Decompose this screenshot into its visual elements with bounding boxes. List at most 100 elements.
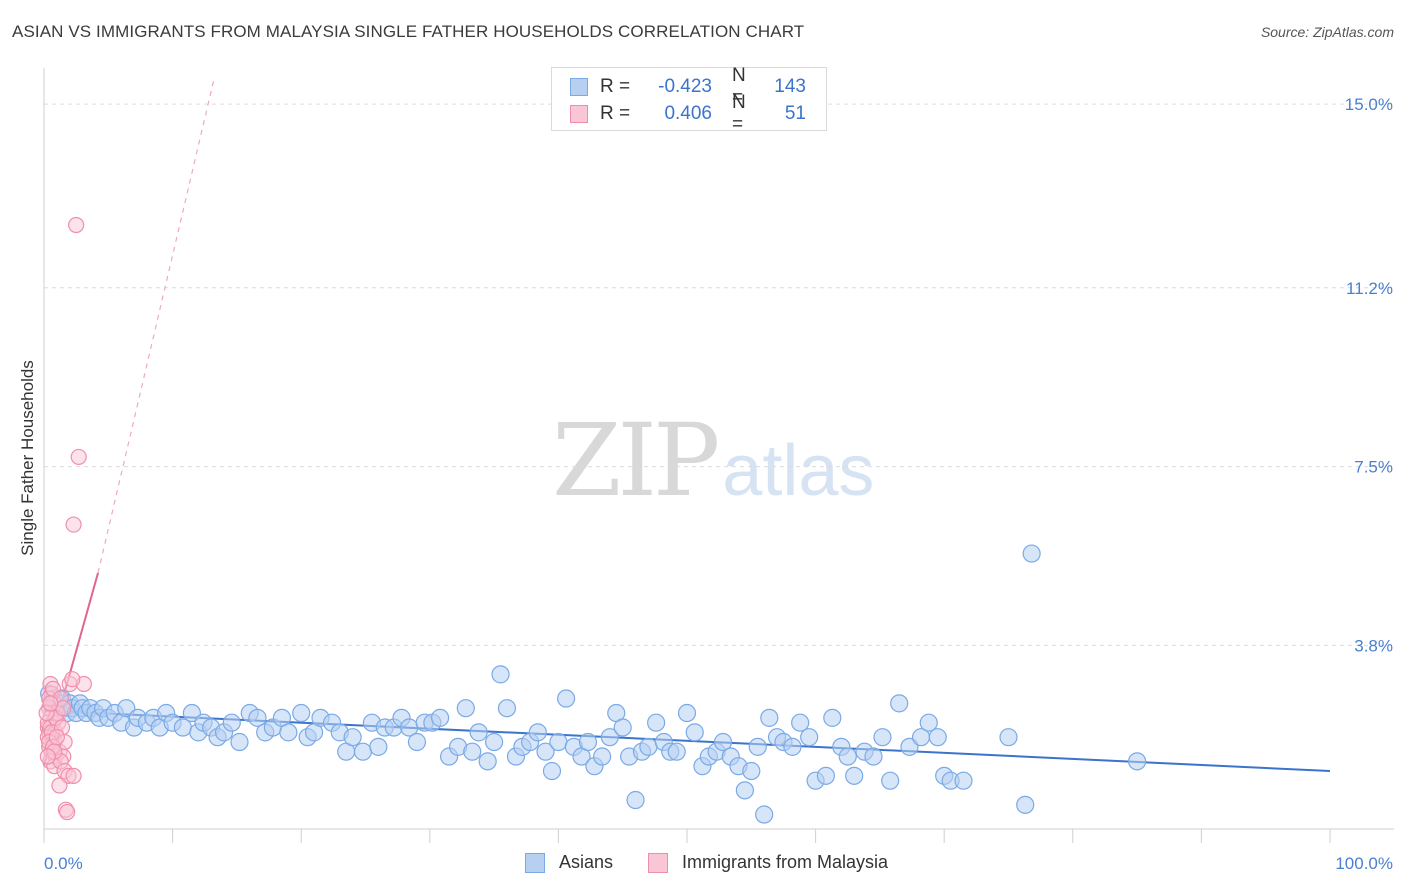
tick-labels: 3.8% 7.5% 11.2% 15.0% 0.0% 100.0% — [44, 95, 1393, 873]
asians-point — [748, 737, 767, 756]
asians-point — [800, 728, 819, 747]
asians-point — [279, 723, 298, 742]
asians-point — [864, 747, 883, 766]
asians-point — [463, 742, 482, 761]
malaysia-point — [65, 767, 82, 784]
asians-point — [742, 761, 761, 781]
x-tick-label: 0.0% — [44, 854, 83, 873]
malaysia-swatch-icon — [570, 105, 588, 123]
asians-point — [528, 723, 547, 742]
asians-point — [838, 747, 857, 766]
asians-point — [369, 737, 388, 756]
asians-point — [647, 713, 666, 732]
watermark: ZIPatlas — [552, 402, 874, 519]
y-tick-label: 11.2% — [1346, 279, 1393, 298]
asians-point — [613, 718, 632, 737]
asians-point — [248, 708, 267, 727]
asians-legend-icon — [525, 852, 545, 873]
asians-point — [497, 699, 517, 718]
asians-point — [1022, 544, 1041, 563]
malaysia-point — [65, 516, 82, 533]
asians-point — [954, 771, 973, 790]
asians-point — [999, 728, 1018, 747]
asians-point — [677, 703, 697, 723]
asians-point — [900, 737, 919, 756]
asians-point — [735, 781, 754, 800]
asians-point — [593, 747, 612, 766]
r-value: -0.423 — [658, 76, 712, 97]
r-value: 0.406 — [664, 103, 712, 124]
malaysia-point — [59, 803, 76, 821]
n-value: 51 — [784, 103, 806, 124]
asians-point — [873, 728, 892, 747]
asians-point — [755, 805, 774, 824]
asians-point — [478, 752, 497, 771]
asians-point — [230, 732, 249, 752]
x-tick-label: 100.0% — [1335, 854, 1393, 873]
malaysia-point — [48, 729, 65, 746]
malaysia-point — [39, 748, 56, 765]
asians-point — [430, 708, 450, 727]
r-label: R = — [600, 103, 631, 124]
n-label: N = — [732, 65, 746, 108]
asians-point — [845, 766, 864, 785]
malaysia-point — [42, 695, 59, 712]
asians-point — [713, 732, 733, 752]
legend-label-malaysia: Immigrants from Malaysia — [682, 852, 889, 872]
asians-point — [557, 689, 576, 708]
asians-point — [343, 728, 362, 747]
asians-point — [222, 713, 241, 732]
malaysia-point — [70, 448, 87, 466]
asians-point — [491, 665, 510, 684]
n-label: N = — [732, 92, 746, 135]
malaysia-point — [51, 777, 68, 794]
asians-point — [823, 708, 842, 727]
asians-point — [1127, 752, 1147, 771]
y-tick-label: 7.5% — [1354, 458, 1393, 477]
stats-row-asians: R = -0.423 N = 143 — [570, 65, 806, 108]
malaysia-trend-extension — [97, 79, 215, 574]
asians-point — [639, 737, 658, 756]
grid-lines — [44, 103, 1394, 646]
trend-lines — [43, 79, 1331, 773]
asians-point — [292, 703, 311, 723]
chart-title: ASIAN VS IMMIGRANTS FROM MALAYSIA SINGLE… — [12, 22, 805, 41]
asians-point — [816, 766, 835, 785]
asians-point — [626, 790, 645, 810]
stats-row-malaysia: R = 0.406 N = 51 — [570, 92, 806, 135]
asians-point — [542, 761, 562, 781]
asians-point — [117, 699, 136, 718]
asians-point — [407, 732, 427, 752]
asians-point — [578, 732, 598, 752]
malaysia-legend-icon — [648, 852, 668, 873]
stats-box: R = -0.423 N = 143 R = 0.406 N = 51 — [551, 65, 827, 135]
asians-point — [353, 742, 373, 761]
asians-point — [600, 728, 619, 747]
source-label: Source: ZipAtlas.com — [1260, 24, 1394, 40]
asians-point — [791, 713, 810, 732]
asians-point — [881, 771, 900, 790]
asians-point — [919, 713, 938, 732]
watermark-zip: ZIP — [552, 402, 720, 519]
asians-point — [485, 732, 504, 752]
r-label: R = — [600, 76, 631, 97]
watermark-atlas: atlas — [722, 431, 875, 511]
asians-point — [469, 723, 488, 742]
asians-point — [928, 728, 947, 747]
asians-swatch-icon — [570, 78, 588, 96]
legend-item-malaysia[interactable]: Immigrants from Malaysia — [648, 852, 888, 873]
y-tick-label: 15.0% — [1345, 95, 1393, 114]
asians-point — [536, 742, 555, 761]
legend-label-asians: Asians — [559, 852, 614, 872]
asians-point — [783, 737, 802, 756]
asians-point — [456, 699, 475, 718]
asians-point — [182, 703, 201, 723]
asians-point — [549, 732, 568, 752]
malaysia-point — [68, 216, 85, 234]
asians-point — [1016, 795, 1035, 814]
data-points — [38, 216, 1147, 824]
legend-item-asians[interactable]: Asians — [525, 852, 613, 873]
asians-point — [685, 723, 704, 742]
legend: Asians Immigrants from Malaysia — [0, 852, 1406, 876]
